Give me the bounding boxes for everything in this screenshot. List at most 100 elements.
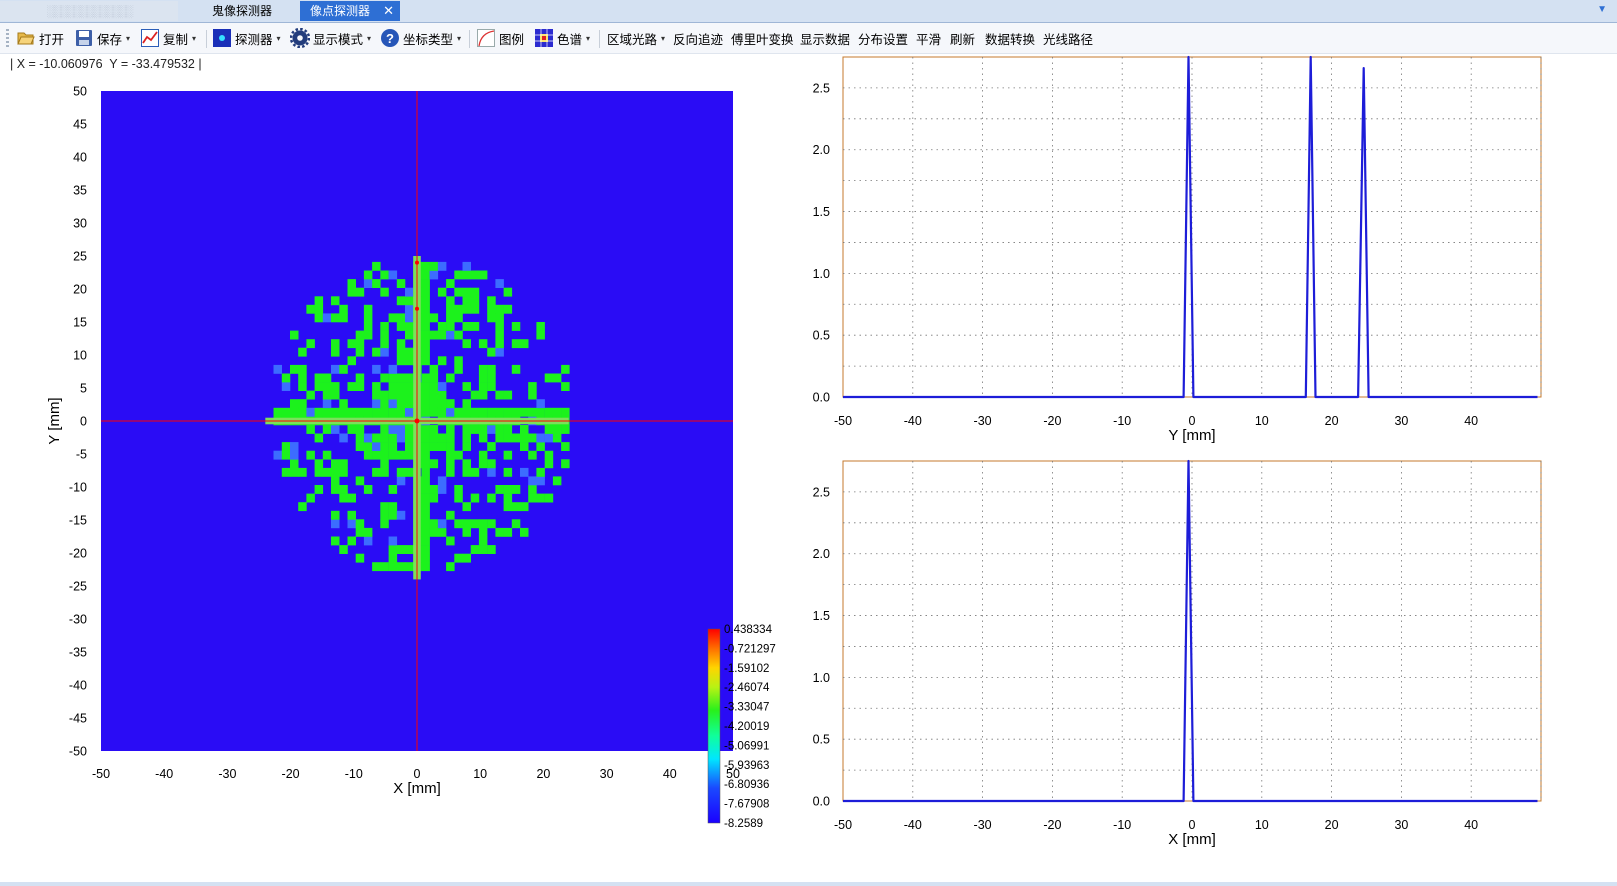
- heatmap-y-tick-label: 0: [80, 415, 87, 429]
- heatmap-cell: [462, 442, 471, 451]
- heatmap-cell: [503, 425, 513, 434]
- heatmap-cell: [347, 536, 356, 546]
- heatmap-cell: [487, 459, 496, 469]
- heatmap-cell: [437, 322, 447, 331]
- tab-ghost-detector[interactable]: 鬼像探测器: [192, 1, 292, 21]
- heatmap-cell: [331, 536, 340, 546]
- toolbar-grip[interactable]: [6, 29, 9, 47]
- colormap-button[interactable]: 色谱 ▾: [534, 27, 590, 49]
- heatmap-cell: [462, 519, 471, 529]
- heatmap-cell: [380, 407, 389, 417]
- copy-chart-icon: [140, 28, 160, 48]
- heatmap-cell: [446, 459, 455, 469]
- detector-heatmap[interactable]: -50 -40 -30 -20 -10 0 10 20 30 40 50 5045403530252…: [46, 85, 740, 798]
- show-data-button[interactable]: 显示数据: [800, 32, 851, 47]
- heatmap-cell: [372, 261, 381, 271]
- smooth-button[interactable]: 平滑: [916, 32, 942, 47]
- heatmap-y-tick-label: -45: [69, 712, 87, 726]
- heatmap-cell: [446, 304, 455, 314]
- heatmap-x-tick-label: -20: [282, 767, 300, 781]
- heatmap-cell: [355, 373, 365, 383]
- heatmap-cell: [388, 399, 398, 409]
- data-convert-button[interactable]: 数据转换: [985, 32, 1036, 47]
- heatmap-cell: [396, 562, 406, 572]
- region-path-dropdown-arrow[interactable]: ▾: [661, 33, 666, 43]
- colorbar-label: -2.46074: [724, 682, 770, 694]
- heatmap-cell: [421, 304, 430, 314]
- coordinate-type-dropdown-arrow[interactable]: ▾: [457, 33, 462, 43]
- heatmap-cell: [462, 322, 471, 331]
- heatmap-cell: [487, 407, 496, 417]
- x-profile-plot[interactable]: -50 -40 -30 -20 -10 0 10 20 30 40 0.0 0.5 1.0 1.5 2.0 2…: [813, 459, 1542, 848]
- svg-text:?: ?: [386, 31, 394, 46]
- display-mode-dropdown-arrow[interactable]: ▾: [367, 33, 372, 43]
- heatmap-cell: [421, 347, 430, 357]
- y-profile-x-tick-label: 20: [1325, 414, 1339, 428]
- heatmap-cell: [421, 519, 430, 529]
- heatmap-cell: [380, 339, 389, 349]
- heatmap-cell: [462, 399, 471, 409]
- save-button[interactable]: 保存 ▾: [74, 27, 130, 49]
- heatmap-x-tick-label: 10: [473, 767, 487, 781]
- open-button[interactable]: 打开: [16, 27, 64, 49]
- heatmap-cell: [388, 407, 398, 417]
- heatmap-cell: [306, 425, 315, 434]
- ray-path-button[interactable]: 光线路径: [1043, 32, 1094, 47]
- heatmap-y-tick-label: -40: [69, 679, 87, 693]
- colormap-dropdown-arrow[interactable]: ▾: [586, 33, 591, 43]
- display-mode-button[interactable]: 显示模式 ▾: [289, 27, 372, 49]
- copy-button[interactable]: 复制 ▾: [140, 27, 196, 49]
- heatmap-cell: [552, 433, 562, 443]
- heatmap-cell: [331, 467, 340, 477]
- refresh-button[interactable]: 刷新: [950, 32, 976, 47]
- legend-button[interactable]: 图例: [476, 27, 524, 49]
- heatmap-cell: [339, 304, 348, 314]
- heatmap-cell: [396, 450, 406, 460]
- heatmap-cell: [503, 407, 513, 417]
- heatmap-cell: [421, 536, 430, 546]
- heatmap-x-tick-label: -50: [92, 767, 110, 781]
- region-path-button[interactable]: 区域光路 ▾: [607, 32, 666, 47]
- heatmap-cell: [355, 330, 365, 340]
- heatmap-cell: [462, 261, 471, 271]
- heatmap-cell: [388, 450, 398, 460]
- heatmap-cell: [331, 296, 340, 306]
- heatmap-cell: [347, 519, 356, 529]
- heatmap-cell: [429, 313, 439, 323]
- detector-button[interactable]: 探测器 ▾: [212, 27, 281, 49]
- heatmap-cell: [470, 296, 480, 306]
- heatmap-cell: [405, 433, 414, 443]
- heatmap-cell: [478, 364, 488, 374]
- copy-dropdown-arrow[interactable]: ▾: [192, 33, 197, 43]
- distribution-settings-button[interactable]: 分布设置: [858, 32, 909, 47]
- heatmap-cell: [454, 553, 463, 563]
- save-dropdown-arrow[interactable]: ▾: [126, 33, 131, 43]
- heatmap-cell: [429, 493, 439, 503]
- heatmap-cell: [487, 304, 496, 314]
- heatmap-cell: [281, 373, 291, 383]
- heatmap-cell: [347, 493, 356, 503]
- heatmap-cell: [503, 450, 513, 460]
- heatmap-cell: [421, 545, 430, 554]
- heatmap-cell: [380, 287, 389, 297]
- heatmap-cell: [355, 553, 365, 563]
- reverse-trace-button[interactable]: 反向追迹: [673, 32, 724, 47]
- fourier-transform-button[interactable]: 傅里叶变换: [731, 32, 794, 47]
- tab-blurred[interactable]: ░░░░░░░░░░░░░: [0, 1, 178, 21]
- heatmap-cell: [462, 304, 471, 314]
- heatmap-cell: [495, 407, 504, 417]
- x-profile-x-tick-label: 0: [1189, 818, 1196, 832]
- tab-image-point-detector-label: 像点探测器: [310, 4, 371, 18]
- y-profile-y-tick-label: 1.5: [813, 205, 830, 219]
- detector-dropdown-arrow[interactable]: ▾: [276, 33, 281, 43]
- close-icon[interactable]: ✕: [383, 3, 394, 18]
- heatmap-cell: [437, 476, 447, 486]
- heatmap-cell: [421, 562, 430, 572]
- tab-list-dropdown-icon[interactable]: ▼: [1597, 4, 1607, 15]
- coordinate-type-button[interactable]: ? 坐标类型 ▾: [380, 27, 461, 49]
- tab-image-point-detector[interactable]: 像点探测器 ✕: [300, 1, 400, 21]
- y-profile-plot[interactable]: -50 -40 -30 -20 -10 0 10 20 30 40 0.0 0.5 1.0 1.5 2.0 2…: [813, 55, 1542, 444]
- x-profile-y-tick-label: 2.0: [813, 547, 830, 561]
- heatmap-cell: [511, 433, 521, 443]
- heatmap-cell: [306, 493, 315, 503]
